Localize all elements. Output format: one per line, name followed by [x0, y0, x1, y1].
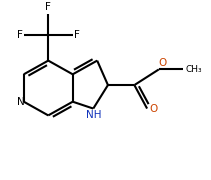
Text: O: O [149, 103, 157, 114]
Text: CH₃: CH₃ [185, 65, 202, 74]
Text: NH: NH [85, 110, 101, 120]
Text: N: N [17, 97, 25, 107]
Text: O: O [159, 58, 167, 68]
Text: F: F [45, 2, 51, 12]
Text: F: F [74, 30, 80, 40]
Text: F: F [17, 30, 23, 40]
